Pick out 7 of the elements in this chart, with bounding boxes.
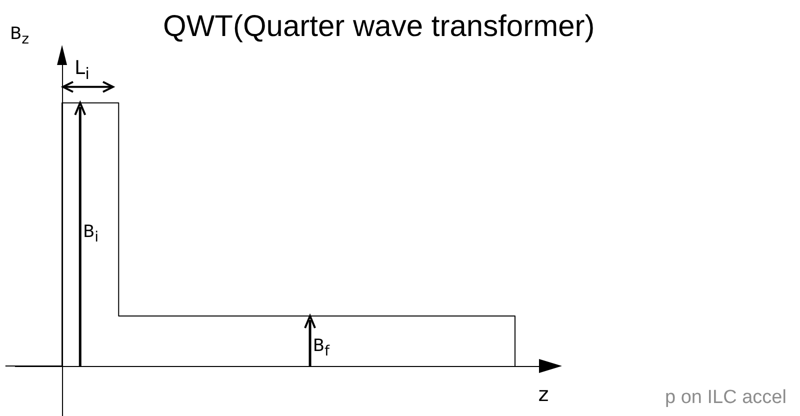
x-axis-title: z [538,382,549,406]
annotation: B$_{f}$ [312,336,330,360]
y-axis-title: B$_{z}$ [10,24,30,48]
text: p on ILC accel [665,387,786,408]
annotation: B$_{i}$ [82,222,99,246]
chart-title: QWT(Quarter wave transformer) [163,10,595,43]
text: L$_{i}$ [74,56,90,83]
